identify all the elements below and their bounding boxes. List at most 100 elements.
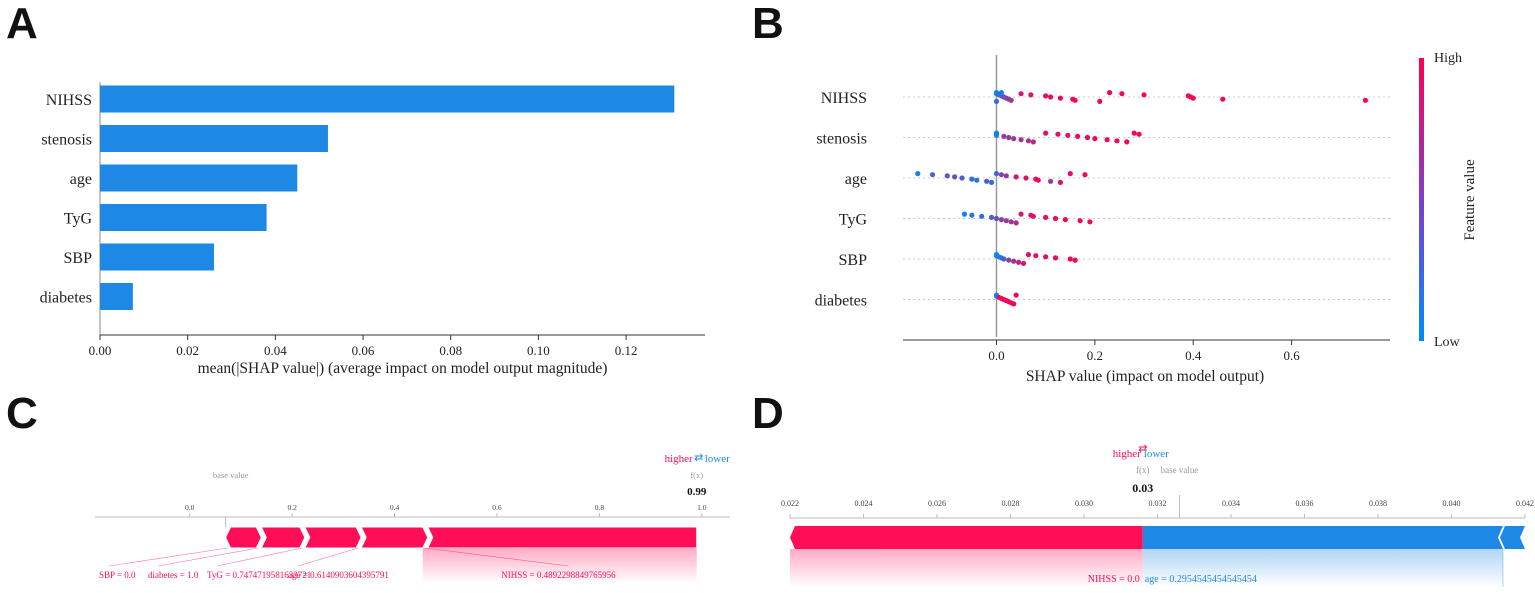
category-label: diabetes [815, 293, 867, 310]
colorbar [1419, 58, 1424, 341]
feature-label: age = 0.6140903604395791 [288, 570, 389, 580]
point-SBP [1043, 254, 1049, 260]
point-stenosis [1131, 130, 1137, 136]
point-diabetes [1013, 292, 1019, 298]
direction-arrow: ⇄ [1138, 443, 1147, 455]
segment-fade [422, 548, 697, 583]
x-tick-label: 0.02 [176, 343, 199, 358]
panel-label-b: B [752, 0, 784, 48]
point-stenosis [1104, 137, 1110, 143]
segment-connector [216, 547, 302, 567]
x-tick-label: 0.04 [264, 343, 287, 358]
base-value-label: base value [213, 470, 249, 480]
point-TyG [979, 213, 985, 219]
bar-age [100, 164, 298, 192]
x-tick-label: 0.06 [352, 343, 375, 358]
point-age [1082, 172, 1088, 178]
point-TyG [1077, 218, 1083, 224]
axis-tick-label: 0.0 [185, 503, 195, 512]
x-tick-label: 0.10 [527, 343, 550, 358]
point-TyG [1043, 214, 1049, 220]
point-stenosis [1075, 133, 1081, 139]
colorbar-high-label: High [1434, 51, 1462, 66]
point-age [1035, 177, 1041, 183]
point-stenosis [1001, 133, 1007, 139]
point-SBP [1006, 257, 1012, 263]
category-label: SBP [64, 250, 93, 267]
force-segment-1 [260, 526, 306, 549]
point-age [959, 175, 965, 181]
fx-value: 0.03 [1132, 481, 1153, 495]
point-stenosis [1018, 137, 1024, 143]
point-TyG [1087, 219, 1093, 225]
point-NIHSS [993, 98, 1000, 104]
point-NIHSS [1018, 91, 1024, 97]
x-tick-label: 0.2 [1087, 348, 1103, 363]
point-diabetes [1011, 301, 1017, 307]
higher-label: higher [1113, 448, 1141, 460]
point-age [998, 172, 1004, 178]
x-tick-label: 0.6 [1283, 348, 1300, 363]
point-SBP [1067, 256, 1073, 262]
axis-tick-label: 0.8 [595, 503, 605, 512]
point-SBP [1072, 257, 1078, 263]
higher-label: higher [665, 453, 693, 465]
category-label: age [70, 171, 92, 188]
axis-tick-label: 0.6 [492, 503, 502, 512]
point-TyG [1030, 213, 1036, 219]
point-SBP [1025, 252, 1032, 258]
fx-value: 0.99 [687, 486, 707, 498]
point-stenosis [1092, 136, 1098, 142]
force-segment-0 [225, 526, 262, 549]
force-segment-2 [304, 526, 362, 549]
point-stenosis [1006, 134, 1012, 141]
segment-connector [108, 547, 228, 567]
colorbar-low-label: Low [1434, 335, 1461, 350]
point-age [1003, 173, 1009, 179]
category-label: TyG [839, 212, 868, 229]
bar-stenosis [100, 125, 328, 152]
category-label: diabetes [40, 290, 92, 307]
lower-label: lower [1144, 448, 1169, 460]
point-NIHSS [998, 90, 1004, 96]
feature-label-neg: age = 0.2954545454545454 [1145, 574, 1257, 585]
axis-tick-label: 0.036 [1296, 499, 1314, 508]
x-tick-label: 0.0 [988, 348, 1004, 363]
colorbar-label: Feature value [1462, 159, 1478, 241]
axis-tick-label: 0.030 [1075, 499, 1093, 508]
point-NIHSS [1028, 92, 1034, 98]
axis-tick-label: 0.040 [1443, 499, 1461, 508]
point-age [988, 179, 995, 185]
category-label: TyG [64, 211, 93, 228]
point-NIHSS [1072, 97, 1078, 103]
category-label: age [845, 171, 867, 188]
point-TyG [1018, 211, 1024, 217]
point-age [993, 171, 1000, 177]
force-segment-neg-tail [1499, 526, 1525, 549]
point-TyG [998, 217, 1004, 223]
feature-label: TyG = 0.7474719581633721 [207, 570, 311, 580]
point-NIHSS [1097, 98, 1103, 104]
category-label: stenosis [41, 132, 92, 149]
bar-SBP [100, 243, 214, 271]
point-age [1067, 171, 1073, 177]
point-age [952, 174, 958, 180]
feature-label: SBP = 0.0 [99, 570, 136, 580]
point-age [1013, 174, 1019, 180]
point-stenosis [1025, 138, 1032, 144]
axis-tick-label: 0.022 [781, 499, 799, 508]
point-SBP [1020, 260, 1027, 266]
segment-connector [157, 547, 259, 567]
point-NIHSS [1141, 92, 1147, 98]
point-NIHSS [1362, 97, 1369, 103]
point-stenosis [1124, 139, 1130, 145]
point-SBP [1033, 253, 1039, 259]
direction-arrow: ⇄ [694, 452, 703, 464]
point-stenosis [993, 132, 1000, 138]
base-value-label: base value [1161, 465, 1199, 475]
bar-diabetes [100, 283, 133, 310]
bar-NIHSS [100, 85, 675, 113]
point-SBP [1011, 258, 1017, 264]
x-tick-label: 0.08 [439, 343, 462, 358]
